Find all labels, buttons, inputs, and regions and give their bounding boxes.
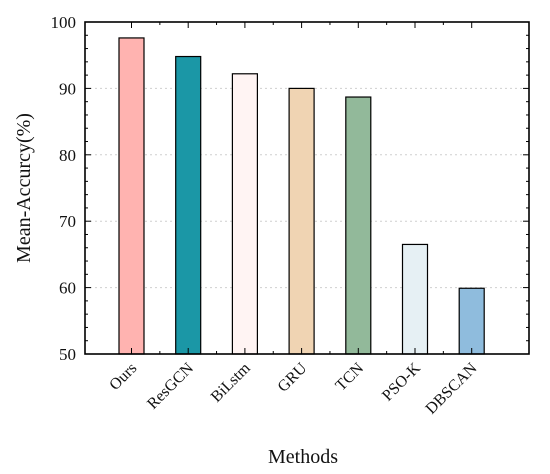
- x-axis-label: Methods: [268, 446, 338, 468]
- y-tick-label: 60: [59, 279, 76, 298]
- x-tick-label: BiLstm: [208, 359, 254, 405]
- bar-dbscan: [458, 287, 485, 355]
- x-tick-label: PSO-K: [379, 359, 424, 404]
- y-tick-label: 70: [59, 212, 76, 231]
- x-tick-label: DBSCAN: [423, 359, 481, 417]
- y-tick-label: 50: [59, 345, 76, 364]
- y-tick-label: 100: [51, 13, 77, 32]
- bars: [118, 37, 485, 355]
- x-tick-label: GRU: [275, 359, 311, 395]
- bar-pso-k: [401, 243, 429, 355]
- bar-resgcn: [175, 55, 202, 355]
- y-tick-label: 90: [59, 79, 76, 98]
- y-axis-label: Mean-Accurcy(%): [13, 113, 35, 263]
- bar-tcn: [345, 96, 372, 355]
- tick-labels: 50 60 70 80 90 100 Ours ResGCN BiLstm GRU TCN PSO-K…: [51, 13, 481, 418]
- x-tick-label: ResGCN: [144, 359, 197, 412]
- bar-gru: [288, 87, 315, 355]
- x-tick-label: TCN: [332, 359, 367, 394]
- axis-ticks: [85, 21, 529, 355]
- y-tick-label: 80: [59, 146, 76, 165]
- bar-bilstm: [231, 73, 258, 355]
- x-tick-label: Ours: [106, 360, 140, 394]
- plot-frame: [84, 21, 530, 355]
- bar-ours: [118, 37, 145, 355]
